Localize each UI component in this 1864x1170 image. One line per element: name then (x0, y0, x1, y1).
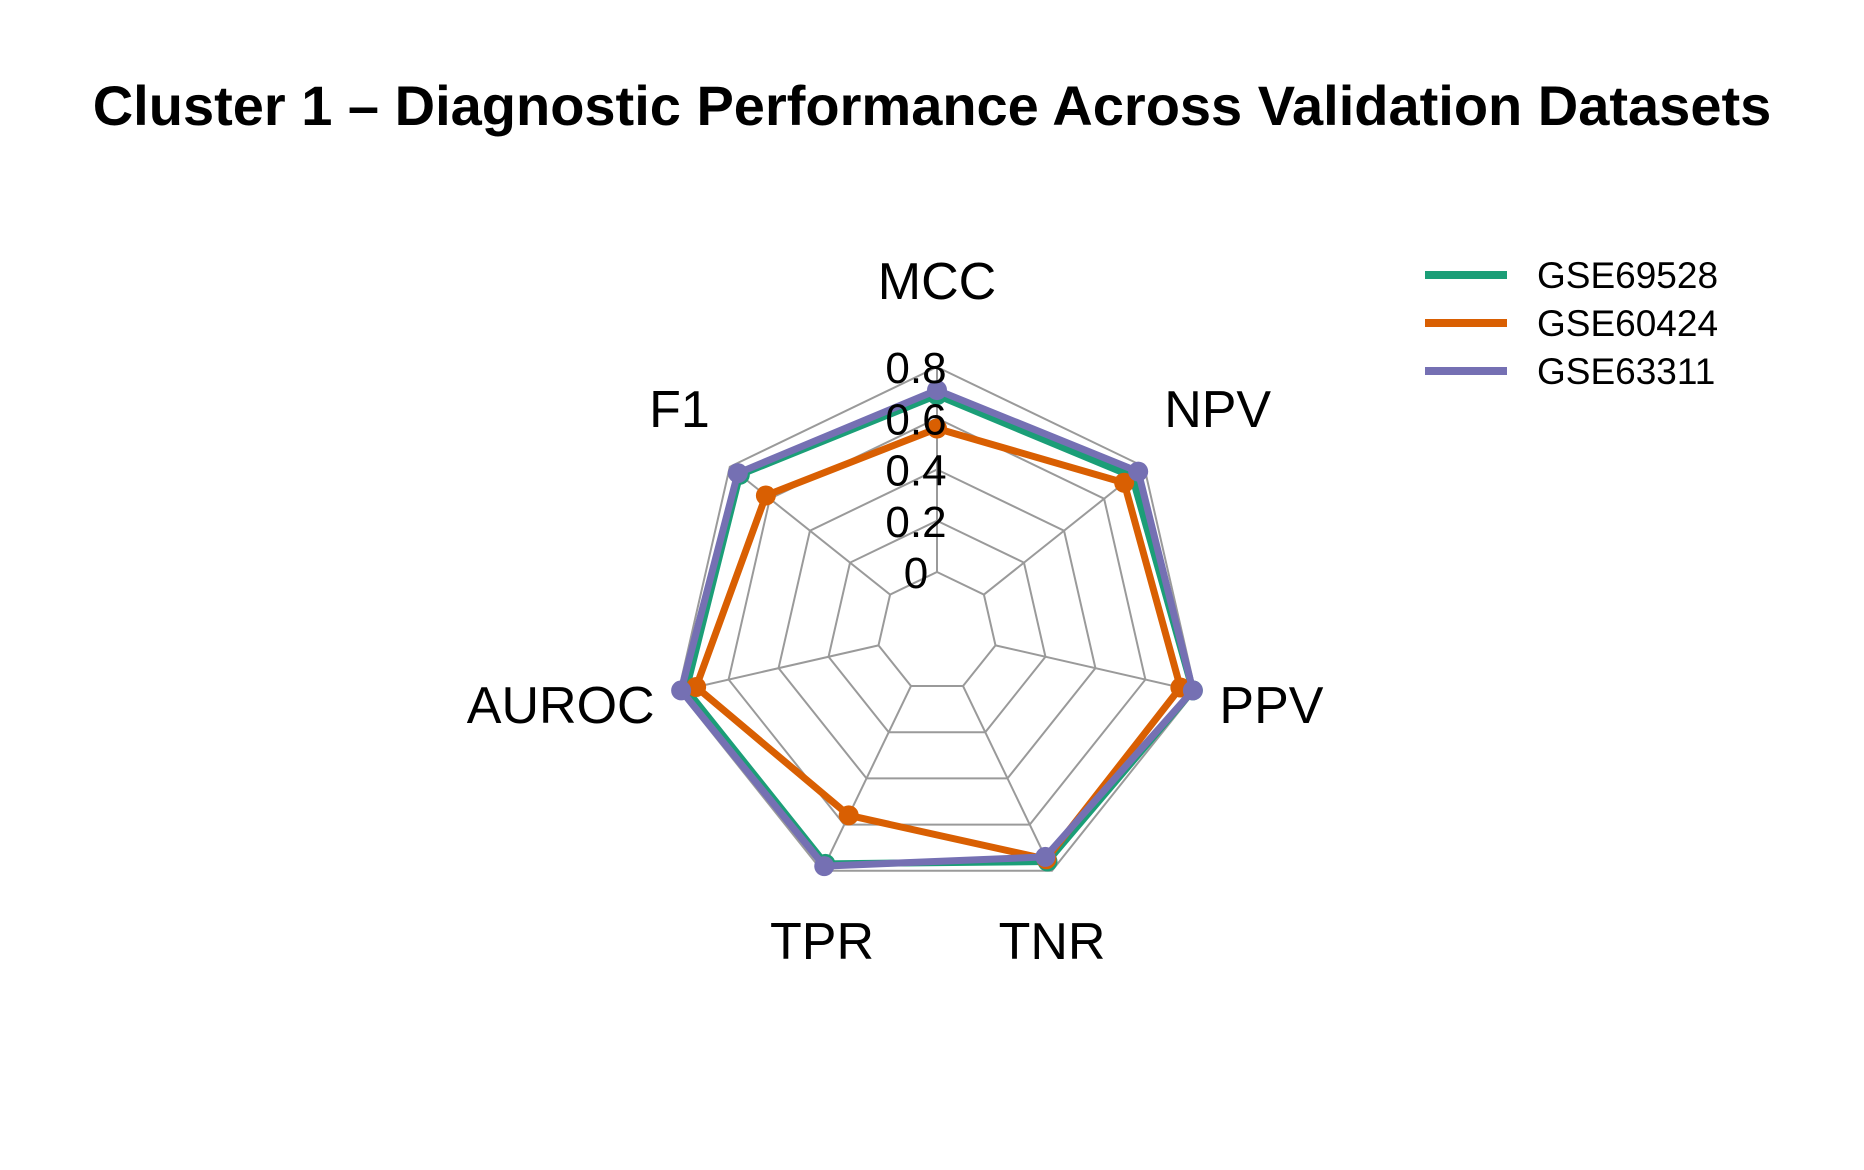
legend-item-gse60424: GSE60424 (1425, 303, 1718, 344)
legend-label: GSE63311 (1537, 351, 1715, 392)
grid-spoke (962, 685, 1053, 872)
data-point (814, 856, 835, 877)
tick-label: 0.4 (885, 447, 946, 496)
grid-ring (877, 570, 997, 688)
data-point (1035, 846, 1056, 867)
data-point (671, 680, 692, 701)
data-point (1182, 680, 1203, 701)
axis-labels: MCC NPV PPV TNR TPR AUROC F1 00.20.40.60.8 (467, 253, 1324, 971)
radar-series (671, 380, 1203, 877)
legend-item-gse69528: GSE69528 (1425, 255, 1718, 296)
radar-grid (677, 365, 1197, 872)
data-point (1114, 472, 1135, 493)
tick-label: 0.2 (885, 498, 946, 547)
grid-spoke (821, 685, 912, 872)
series-line (692, 425, 1184, 863)
axis-label-npv: NPV (1164, 381, 1271, 439)
grid-spoke (678, 644, 879, 692)
series-line (677, 386, 1197, 870)
axis-label-tpr: TPR (770, 913, 874, 971)
axis-label-tnr: TNR (999, 913, 1106, 971)
series-gse63311 (671, 380, 1203, 877)
axis-label-f1: F1 (649, 381, 710, 439)
data-point (927, 418, 947, 439)
axis-label-mcc: MCC (878, 253, 996, 311)
legend-item-gse63311: GSE63311 (1425, 351, 1715, 392)
grid-spoke (729, 465, 891, 596)
grid-spoke (995, 644, 1196, 692)
legend-label: GSE69528 (1537, 255, 1718, 296)
tick-label: 0 (904, 549, 928, 598)
data-point (686, 676, 707, 697)
axis-label-ppv: PPV (1219, 677, 1323, 735)
data-point (727, 463, 748, 484)
data-point (838, 805, 859, 826)
chart-title: Cluster 1 – Diagnostic Performance Acros… (93, 74, 1772, 137)
data-point (755, 485, 776, 506)
grid-ring (777, 468, 1097, 780)
tick-label: 0.6 (885, 395, 946, 444)
data-point (927, 380, 947, 401)
axis-label-auroc: AUROC (467, 677, 655, 735)
legend: GSE69528 GSE60424 GSE63311 (1425, 255, 1718, 392)
tick-label: 0.8 (885, 344, 946, 393)
legend-label: GSE60424 (1537, 303, 1718, 344)
grid-ring (677, 365, 1197, 872)
grid-ring (727, 417, 1147, 826)
data-point (1128, 461, 1149, 482)
grid-ring (827, 519, 1047, 734)
